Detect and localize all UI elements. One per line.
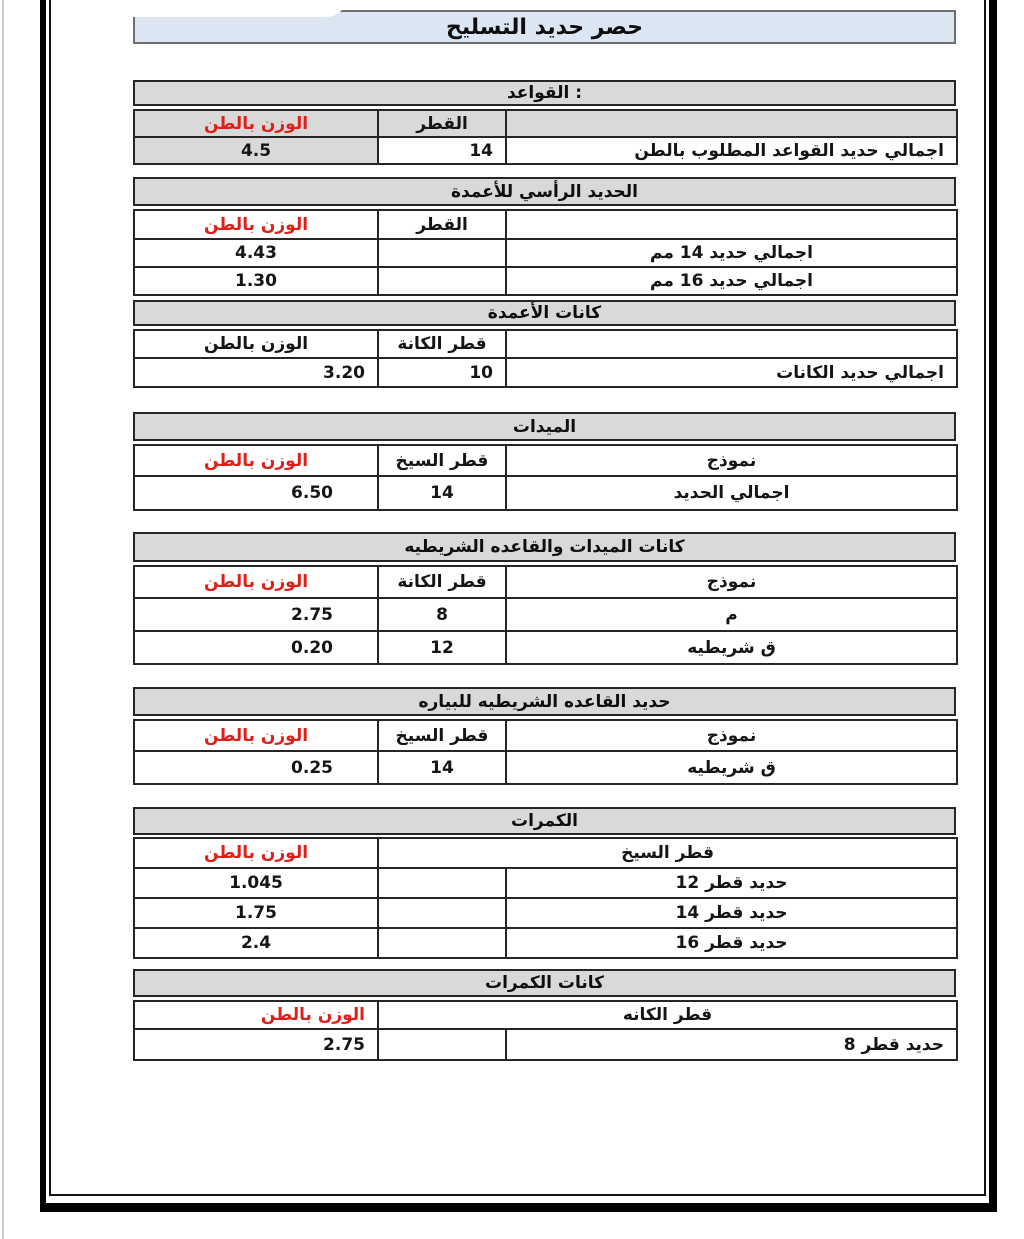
scan-artifact-blob bbox=[52, 0, 348, 17]
row-label-cell: اجمالي حديد 16 مم bbox=[505, 266, 958, 296]
weight-header-cell: الوزن بالطن bbox=[133, 209, 379, 240]
diameter-value-cell bbox=[376, 1028, 508, 1061]
page-frame-outer bbox=[40, 0, 997, 1212]
table-foundations: القواعد : القطر الوزن بالطن اجمالي حديد … bbox=[133, 80, 958, 165]
weight-value-cell: 0.20 bbox=[133, 630, 379, 665]
diameter-header-cell: قطر السيخ bbox=[377, 719, 507, 752]
diameter-value-cell bbox=[377, 238, 507, 268]
diameter-value-cell: 14 bbox=[377, 750, 507, 785]
weight-value-cell: 1.75 bbox=[133, 897, 379, 929]
weight-header-cell: الوزن بالطن bbox=[133, 565, 379, 599]
model-header-cell: نموذج bbox=[505, 444, 958, 477]
table-column-vertical-steel: الحديد الرأسي للأعمدة القطر الوزن بالطن … bbox=[133, 177, 958, 296]
diameter-header-cell: قطر الكانة bbox=[377, 565, 507, 599]
table-row: حديد قطر 12 1.045 bbox=[133, 867, 959, 899]
diameter-value-cell bbox=[376, 867, 508, 899]
table-row: ق شريطيه 12 0.20 bbox=[133, 630, 958, 665]
diameter-value-cell bbox=[376, 927, 508, 959]
section-title-bar: الحديد الرأسي للأعمدة bbox=[133, 177, 956, 206]
diameter-value-cell bbox=[377, 266, 507, 296]
weight-value-cell: 0.25 bbox=[133, 750, 379, 785]
table-strip-footing-steel: حديد القاعده الشريطيه للبياره نموذج قطر … bbox=[133, 687, 958, 785]
table-row: اجمالي الحديد 14 6.50 bbox=[133, 475, 958, 511]
column-stirrups-table: قطر الكانة الوزن بالطن اجمالي حديد الكان… bbox=[133, 329, 958, 388]
table-row: حديد قطر 16 2.4 bbox=[133, 927, 959, 959]
diameter-value-cell: 10 bbox=[377, 357, 507, 388]
row-label-cell: حديد قطر 8 bbox=[505, 1028, 959, 1061]
diameter-header-cell: قطر السيخ bbox=[376, 837, 959, 869]
label-header-cell bbox=[505, 109, 958, 138]
diameter-value-cell: 12 bbox=[377, 630, 507, 665]
row-label-cell: م bbox=[505, 597, 958, 632]
weight-value-cell: 1.30 bbox=[133, 266, 379, 296]
row-label-cell: حديد قطر 14 bbox=[505, 897, 959, 929]
diameter-value-cell: 8 bbox=[377, 597, 507, 632]
weight-value-cell: 4.43 bbox=[133, 238, 379, 268]
beams-table: قطر السيخ الوزن بالطن حديد قطر 12 1.045 … bbox=[133, 837, 959, 959]
table-row: حديد قطر 14 1.75 bbox=[133, 897, 959, 929]
weight-value-cell: 1.045 bbox=[133, 867, 379, 899]
weight-header-cell: الوزن بالطن bbox=[133, 837, 379, 869]
table-row: حديد قطر 8 2.75 bbox=[133, 1028, 959, 1061]
table-row: م 8 2.75 bbox=[133, 597, 958, 632]
section-title-bar: القواعد : bbox=[133, 80, 956, 106]
table-row: اجمالي حديد القواعد المطلوب بالطن 14 4.5 bbox=[133, 136, 958, 165]
diameter-header-cell: القطر bbox=[377, 109, 507, 138]
table-row: ق شريطيه 14 0.25 bbox=[133, 750, 958, 785]
strip-footing-steel-table: نموذج قطر السيخ الوزن بالطن ق شريطيه 14 … bbox=[133, 719, 958, 785]
weight-header-cell: الوزن بالطن bbox=[133, 719, 379, 752]
diameter-value-cell bbox=[376, 897, 508, 929]
weight-value-cell: 6.50 bbox=[133, 475, 379, 511]
row-label-cell: ق شريطيه bbox=[505, 630, 958, 665]
beam-stirrups-table: قطر الكانه الوزن بالطن حديد قطر 8 2.75 bbox=[133, 1000, 959, 1061]
table-beam-stirrups: كانات الكمرات قطر الكانه الوزن بالطن حدي… bbox=[133, 969, 959, 1061]
ground-beam-stirrups-table: نموذج قطر الكانة الوزن بالطن م 8 2.75 ق … bbox=[133, 565, 958, 665]
row-label-cell: اجمالي الحديد bbox=[505, 475, 958, 511]
weight-header-cell: الوزن بالطن bbox=[133, 329, 379, 359]
weight-header-cell: الوزن بالطن bbox=[133, 109, 379, 138]
row-label-cell: اجمالي حديد 14 مم bbox=[505, 238, 958, 268]
diameter-header-cell: قطر الكانة bbox=[377, 329, 507, 359]
diameter-header-cell: قطر السيخ bbox=[377, 444, 507, 477]
section-title-bar: كانات الكمرات bbox=[133, 969, 956, 997]
diameter-header-cell: قطر الكانه bbox=[376, 1000, 959, 1030]
row-label-cell: ق شريطيه bbox=[505, 750, 958, 785]
weight-value-cell: 2.75 bbox=[133, 1028, 379, 1061]
weight-header-cell: الوزن بالطن bbox=[133, 444, 379, 477]
column-vertical-steel-table: القطر الوزن بالطن اجمالي حديد 14 مم 4.43… bbox=[133, 209, 958, 296]
model-header-cell: نموذج bbox=[505, 719, 958, 752]
table-row: اجمالي حديد الكانات 10 3.20 bbox=[133, 357, 958, 388]
diameter-value-cell: 14 bbox=[377, 475, 507, 511]
section-title-bar: الكمرات bbox=[133, 807, 956, 835]
row-label-cell: حديد قطر 12 bbox=[505, 867, 959, 899]
label-header-cell bbox=[505, 209, 958, 240]
label-header-cell bbox=[505, 329, 958, 359]
table-column-stirrups: كانات الأعمدة قطر الكانة الوزن بالطن اجم… bbox=[133, 300, 958, 388]
weight-value-cell: 4.5 bbox=[133, 136, 379, 165]
table-ground-beams: الميدات نموذج قطر السيخ الوزن بالطن اجما… bbox=[133, 412, 958, 511]
table-beams: الكمرات قطر السيخ الوزن بالطن حديد قطر 1… bbox=[133, 807, 959, 959]
row-label-cell: اجمالي حديد الكانات bbox=[505, 357, 958, 388]
section-title-bar: حديد القاعده الشريطيه للبياره bbox=[133, 687, 956, 716]
section-title-bar: كانات الميدات والقاعده الشريطيه bbox=[133, 532, 956, 562]
section-title-bar: الميدات bbox=[133, 412, 956, 441]
table-row: اجمالي حديد 16 مم 1.30 bbox=[133, 266, 958, 296]
row-label-cell: حديد قطر 16 bbox=[505, 927, 959, 959]
ground-beams-table: نموذج قطر السيخ الوزن بالطن اجمالي الحدي… bbox=[133, 444, 958, 511]
weight-value-cell: 2.4 bbox=[133, 927, 379, 959]
page-frame-inner bbox=[49, 0, 986, 1196]
weight-value-cell: 3.20 bbox=[133, 357, 379, 388]
table-ground-beam-stirrups: كانات الميدات والقاعده الشريطيه نموذج قط… bbox=[133, 532, 958, 665]
weight-value-cell: 2.75 bbox=[133, 597, 379, 632]
table-row: اجمالي حديد 14 مم 4.43 bbox=[133, 238, 958, 268]
model-header-cell: نموذج bbox=[505, 565, 958, 599]
diameter-value-cell: 14 bbox=[377, 136, 507, 165]
diameter-header-cell: القطر bbox=[377, 209, 507, 240]
weight-header-cell: الوزن بالطن bbox=[133, 1000, 379, 1030]
photo-edge-line bbox=[2, 0, 4, 1239]
section-title-bar: كانات الأعمدة bbox=[133, 300, 956, 326]
row-label-cell: اجمالي حديد القواعد المطلوب بالطن bbox=[505, 136, 958, 165]
foundations-table: القطر الوزن بالطن اجمالي حديد القواعد ال… bbox=[133, 109, 958, 165]
